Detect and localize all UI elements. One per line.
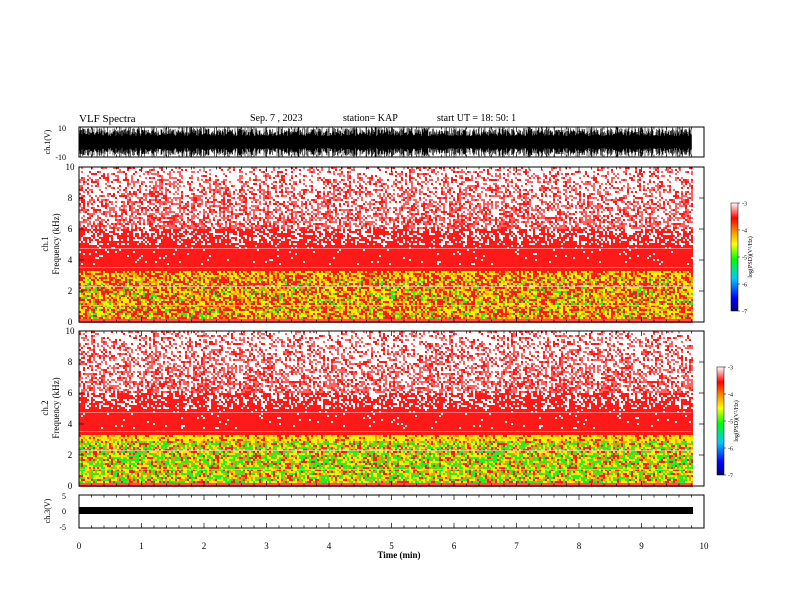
freq-tick-label: 4 [68,419,73,429]
ch1-ytick-neg10: -10 [55,153,66,162]
colorbar-tick-label: -7 [728,474,733,480]
start-time-label: start UT = 18: 50: 1 [437,113,517,124]
ch3-waveform-panel: 5 0 -5 ch.3(V) 0 1 2 3 4 5 6 7 8 9 10 Time (min) [43,492,709,560]
colorbar-tick-label: -6 [742,283,747,289]
time-tick-label: 7 [514,541,519,551]
freq-tick-label: 8 [68,193,73,203]
freq-tick-label: 4 [68,255,73,265]
time-tick-label: 1 [139,541,144,551]
freq-tick-label: 10 [66,326,76,336]
ch1-waveform-panel: 10 -10 ch.1(V) [43,124,705,162]
colorbar-tick-label: -4 [742,229,747,235]
ch3-ytick-5: 5 [62,492,66,501]
ch1-spectrogram-ylabel-channel: ch.1 [40,236,50,251]
freq-tick-label: 6 [68,224,73,234]
ch3-ytick-0: 0 [62,507,66,516]
ch2-spectrogram-ylabel-channel: ch.2 [40,400,50,415]
colorbar-tick-label: -5 [728,420,733,426]
ch1-colorbar-label: log(PSD)(V²/Hz) [747,236,754,277]
time-tick-label: 4 [327,541,332,551]
ch1-waveform-ylabel: ch.1(V) [43,129,52,154]
freq-tick-label: 6 [68,388,73,398]
date-label: Sep. 7 , 2023 [250,113,303,124]
spectrogram-cells [79,277,693,319]
freq-tick-label: 0 [68,481,73,491]
colorbar-tick-label: -4 [728,393,733,399]
ch2-spectrogram-ylabel: Frequency (kHz) [51,377,61,438]
ch1-spectrogram-ylabel: Frequency (kHz) [51,213,61,274]
freq-tick-label: 10 [66,162,76,172]
spectrogram-cells [79,441,693,483]
ch2-colorbar [716,366,725,476]
time-axis-label: Time (min) [377,550,420,560]
ch1-colorbar [730,202,739,312]
freq-tick-label: 0 [68,317,73,327]
colorbar-tick-label: -3 [742,202,747,208]
time-tick-label: 0 [77,541,82,551]
spectrogram-cells [79,167,693,229]
spectrogram-cells [79,435,693,483]
spectrogram-cells [79,331,693,393]
figure-title: VLF Spectra [79,113,136,125]
spectrogram-cells [79,271,693,319]
ch1-ytick-10: 10 [58,124,66,133]
time-tick-label: 6 [452,541,457,551]
time-tick-label: 5 [389,541,394,551]
freq-tick-label: 2 [68,450,73,460]
time-tick-label: 3 [264,541,269,551]
ch1-waveform-trace [78,127,692,157]
time-tick-label: 10 [700,541,710,551]
freq-tick-label: 8 [68,357,73,367]
ch2-colorbar-label: log(PSD)(V²/Hz) [733,400,740,441]
station-label: station= KAP [343,113,398,124]
ch3-waveform-ylabel: ch.3(V) [43,498,52,523]
time-tick-label: 9 [639,541,644,551]
colorbar-tick-label: -3 [728,366,733,372]
time-tick-label: 8 [577,541,582,551]
ch3-ytick-neg5: -5 [59,523,66,532]
time-tick-label: 2 [202,541,207,551]
colorbar-tick-label: -5 [742,256,747,262]
ch3-waveform-band [79,507,693,514]
freq-tick-label: 2 [68,286,73,296]
colorbar-tick-label: -6 [728,447,733,453]
colorbar-tick-label: -7 [742,310,747,316]
